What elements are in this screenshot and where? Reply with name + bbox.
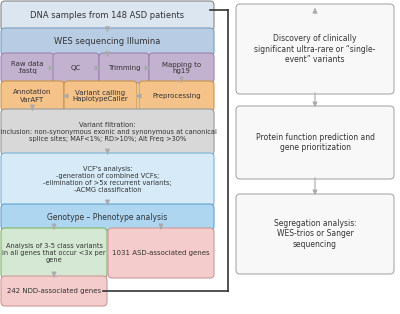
Text: 242 NDD-associated genes: 242 NDD-associated genes xyxy=(7,288,101,294)
FancyBboxPatch shape xyxy=(1,109,214,155)
Text: Variant calling
HaplotypeCaller: Variant calling HaplotypeCaller xyxy=(73,89,128,102)
FancyBboxPatch shape xyxy=(1,204,214,230)
Text: Segregation analysis:
WES-trios or Sanger
sequencing: Segregation analysis: WES-trios or Sange… xyxy=(274,219,356,249)
Text: DNA samples from 148 ASD patients: DNA samples from 148 ASD patients xyxy=(30,12,184,20)
FancyBboxPatch shape xyxy=(108,228,214,278)
Text: Preprocessing: Preprocessing xyxy=(152,93,201,99)
FancyBboxPatch shape xyxy=(1,276,107,306)
FancyBboxPatch shape xyxy=(1,81,64,111)
Text: Annotation
VarAFT: Annotation VarAFT xyxy=(13,89,52,102)
FancyBboxPatch shape xyxy=(1,153,214,206)
FancyBboxPatch shape xyxy=(139,81,214,111)
FancyBboxPatch shape xyxy=(1,53,54,83)
Text: Raw data
.fastq: Raw data .fastq xyxy=(11,62,44,74)
Text: Mapping to
hg19: Mapping to hg19 xyxy=(162,62,201,74)
Text: Protein function prediction and
gene prioritization: Protein function prediction and gene pri… xyxy=(256,133,374,152)
Text: QC: QC xyxy=(71,65,81,71)
FancyBboxPatch shape xyxy=(236,106,394,179)
FancyBboxPatch shape xyxy=(1,1,214,31)
Text: Variant filtration:
-inclusion: non-synonymous exonic and synonymous at canonica: Variant filtration: -inclusion: non-syno… xyxy=(0,122,217,142)
FancyBboxPatch shape xyxy=(236,194,394,274)
Text: Trimming: Trimming xyxy=(108,65,140,71)
FancyBboxPatch shape xyxy=(64,81,137,111)
Text: 1031 ASD-associated genes: 1031 ASD-associated genes xyxy=(112,250,210,256)
FancyBboxPatch shape xyxy=(53,53,99,83)
FancyBboxPatch shape xyxy=(99,53,149,83)
Text: Discovery of clinically
significant ultra-rare or “single-
event” variants: Discovery of clinically significant ultr… xyxy=(254,34,376,64)
Text: VCF's analysis:
-generation of combined VCFs;
-elimination of >5x recurrent vari: VCF's analysis: -generation of combined … xyxy=(43,166,172,193)
FancyBboxPatch shape xyxy=(236,4,394,94)
FancyBboxPatch shape xyxy=(1,228,107,278)
FancyBboxPatch shape xyxy=(1,28,214,56)
Text: Genotype – Phenotype analysis: Genotype – Phenotype analysis xyxy=(47,213,168,221)
Text: WES sequencing Illumina: WES sequencing Illumina xyxy=(54,37,161,46)
Text: Analysis of 3-5 class variants
in all genes that occur <3x per
gene: Analysis of 3-5 class variants in all ge… xyxy=(2,243,106,263)
FancyBboxPatch shape xyxy=(149,53,214,83)
